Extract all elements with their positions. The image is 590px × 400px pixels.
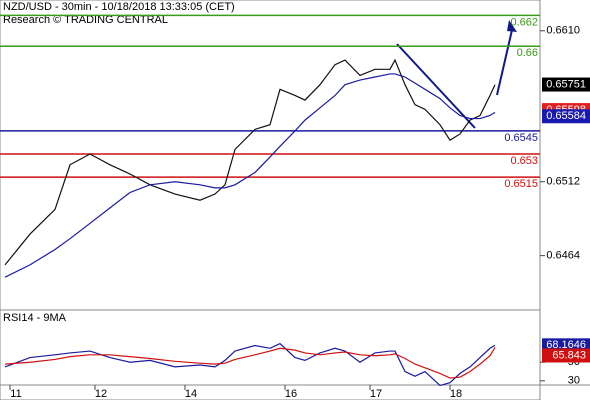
forecast-arrow <box>496 29 513 96</box>
price-tag-label: 0.65751 <box>546 78 586 90</box>
chart-title: NZD/USD - 30min - 10/18/2018 13:33:05 (C… <box>3 1 235 13</box>
x-tick-label: 11 <box>10 388 21 400</box>
price-tag-label: 0.65584 <box>546 110 586 122</box>
series-line <box>4 58 496 266</box>
plot-frame <box>0 0 541 400</box>
level-label: 0.653 <box>510 155 538 167</box>
level-label: 0.662 <box>510 16 538 28</box>
y-tick-label: 0.6464 <box>546 250 580 262</box>
arrow-head <box>507 20 517 32</box>
chart-subtitle: Research © TRADING CENTRAL <box>3 14 168 26</box>
price-tag <box>542 77 590 92</box>
y-tick-label: 0.6610 <box>546 25 580 37</box>
level-label: 0.6545 <box>504 132 538 144</box>
rsi-title: RSI14 - 9MA <box>3 312 67 324</box>
y-tick-label: 30 <box>568 375 580 387</box>
price-tag-label: 68.1646 <box>546 339 586 351</box>
price-tag <box>542 348 590 363</box>
x-tick-label: 18 <box>450 388 462 400</box>
x-tick-label: 16 <box>285 388 297 400</box>
x-tick-label: 14 <box>185 388 197 400</box>
trend-line <box>396 43 476 129</box>
series-line <box>4 347 496 379</box>
price-tag-label: 65.843 <box>552 349 586 361</box>
price-tag <box>542 109 590 124</box>
y-tick-label: 0.6512 <box>546 176 580 188</box>
x-tick-label: 17 <box>370 388 382 400</box>
series-line <box>4 342 496 387</box>
x-tick-label: 12 <box>95 388 107 400</box>
level-label: 0.66 <box>517 47 538 59</box>
series-line <box>4 73 496 278</box>
level-label: 0.6515 <box>504 178 538 190</box>
